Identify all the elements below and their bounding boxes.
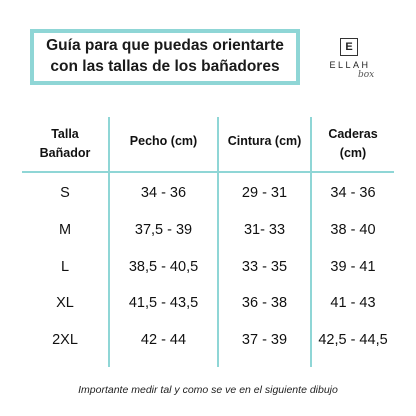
table-cell: 31- 33 bbox=[243, 222, 286, 238]
table-cell: 2XL bbox=[52, 332, 78, 348]
table-cell: S bbox=[60, 185, 70, 201]
column-divider bbox=[217, 117, 219, 367]
logo-mark: E bbox=[340, 38, 358, 56]
table-cell: 38,5 - 40,5 bbox=[128, 259, 199, 275]
size-table: Talla Bañador Pecho (cm) Cintura (cm) Cad… bbox=[22, 117, 394, 367]
table-cell: L bbox=[60, 259, 70, 275]
header-divider bbox=[22, 171, 394, 173]
title-line-1: Guía para que puedas orientarte bbox=[46, 37, 284, 55]
table-cell: M bbox=[58, 222, 72, 238]
logo-script: box bbox=[358, 70, 375, 80]
table-cell: 41 - 43 bbox=[330, 295, 376, 311]
table-cell: 37 - 39 bbox=[241, 332, 288, 348]
table-cell: 39 - 41 bbox=[330, 259, 376, 275]
table-cell: 33 - 35 bbox=[241, 259, 288, 275]
logo-wordmark: ELLAH bbox=[329, 60, 371, 70]
table-cell: 42,5 - 44,5 bbox=[318, 332, 388, 348]
column-divider bbox=[108, 117, 110, 367]
table-cell: 34 - 36 bbox=[330, 185, 376, 201]
header-caderas: Caderas (cm) bbox=[328, 127, 378, 160]
table-cell: 41,5 - 43,5 bbox=[128, 295, 199, 311]
table-cell: 29 - 31 bbox=[241, 185, 288, 201]
table-cell: 38 - 40 bbox=[330, 222, 376, 238]
title-box: Guía para que puedas orientarte con las … bbox=[30, 29, 300, 85]
footnote: Importante medir tal y como se ve en el … bbox=[78, 384, 338, 396]
header-talla: Talla Bañador bbox=[39, 127, 91, 160]
table-cell: 42 - 44 bbox=[140, 332, 187, 348]
table-cell: 36 - 38 bbox=[241, 295, 288, 311]
table-cell: 34 - 36 bbox=[140, 185, 187, 201]
table-cell: XL bbox=[56, 295, 74, 311]
column-divider bbox=[310, 117, 312, 367]
table-cell: 37,5 - 39 bbox=[134, 222, 193, 238]
brand-logo: E ELLAH box bbox=[328, 38, 384, 92]
header-cintura: Cintura (cm) bbox=[227, 133, 302, 148]
title-line-2: con las tallas de los bañadores bbox=[50, 58, 280, 75]
page-title: Guía para que puedas orientarte con las … bbox=[46, 36, 284, 78]
header-pecho: Pecho (cm) bbox=[129, 133, 198, 148]
